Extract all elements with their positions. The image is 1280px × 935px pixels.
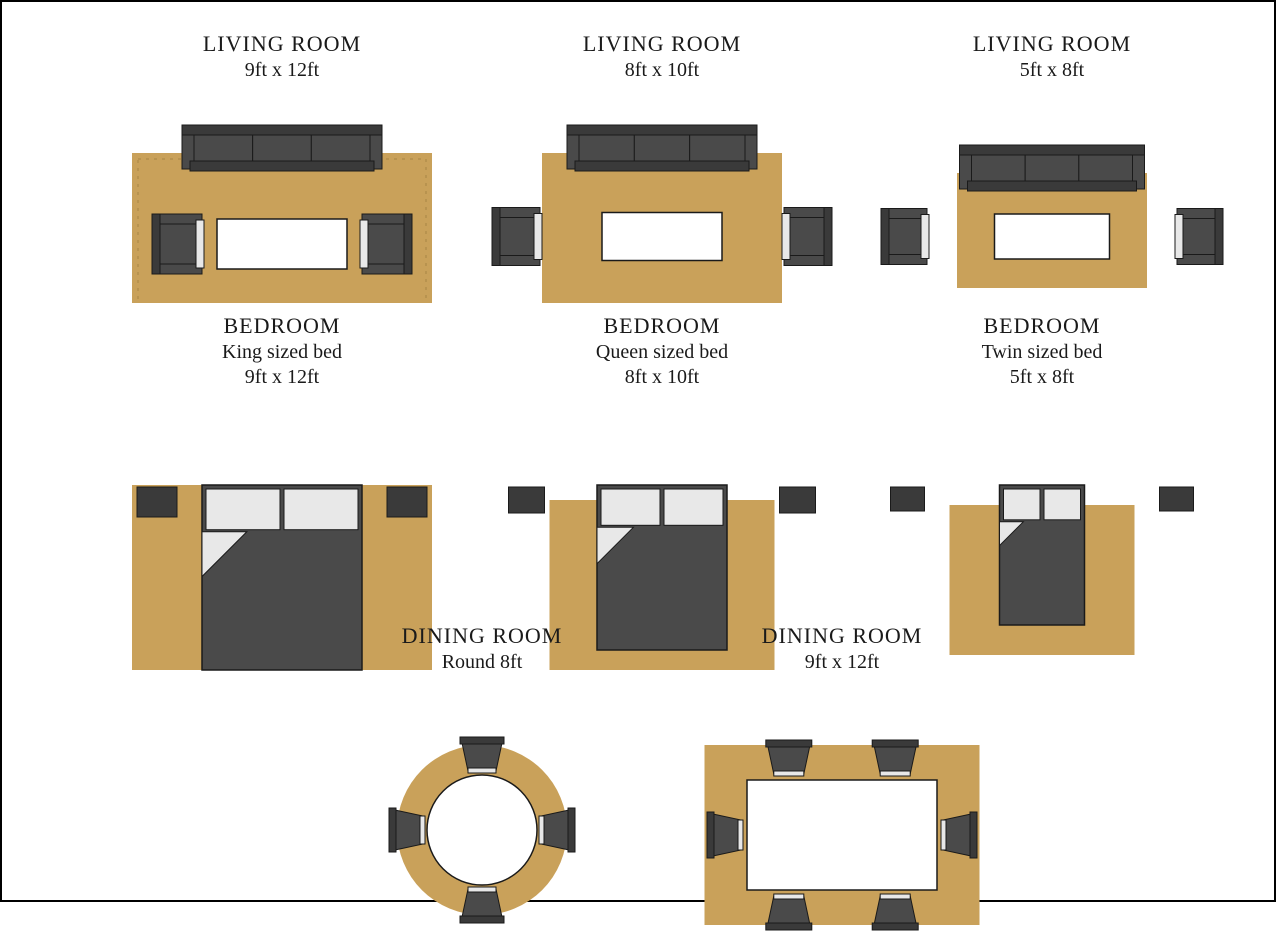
living-diagram xyxy=(472,83,852,303)
room-size: 8ft x 10ft xyxy=(542,365,782,390)
room-title: LIVING ROOM xyxy=(132,30,432,58)
living-cell-1: LIVING ROOM8ft x 10ft xyxy=(532,30,792,303)
room-size: Round 8ft xyxy=(372,650,592,675)
room-size: 5ft x 8ft xyxy=(922,58,1182,83)
room-subtitle: Queen sized bed xyxy=(542,340,782,365)
dining-cell-1: DINING ROOM9ft x 12ft xyxy=(702,622,982,935)
dining-cell-0: DINING ROOMRound 8ft xyxy=(372,622,592,935)
room-title: DINING ROOM xyxy=(702,622,982,650)
room-title: LIVING ROOM xyxy=(532,30,792,58)
room-title: BEDROOM xyxy=(932,312,1152,340)
room-size: 9ft x 12ft xyxy=(132,58,432,83)
dining-diagram xyxy=(312,675,652,935)
room-size: 9ft x 12ft xyxy=(132,365,432,390)
living-diagram xyxy=(72,83,492,303)
room-size: 8ft x 10ft xyxy=(532,58,792,83)
dining-diagram xyxy=(642,675,1042,935)
living-diagram xyxy=(862,83,1242,303)
room-subtitle: King sized bed xyxy=(132,340,432,365)
room-title: BEDROOM xyxy=(542,312,782,340)
room-size: 9ft x 12ft xyxy=(702,650,982,675)
room-title: BEDROOM xyxy=(132,312,432,340)
room-subtitle: Twin sized bed xyxy=(932,340,1152,365)
room-title: LIVING ROOM xyxy=(922,30,1182,58)
living-cell-2: LIVING ROOM5ft x 8ft xyxy=(922,30,1182,303)
room-size: 5ft x 8ft xyxy=(932,365,1152,390)
living-cell-0: LIVING ROOM9ft x 12ft xyxy=(132,30,432,303)
room-title: DINING ROOM xyxy=(372,622,592,650)
